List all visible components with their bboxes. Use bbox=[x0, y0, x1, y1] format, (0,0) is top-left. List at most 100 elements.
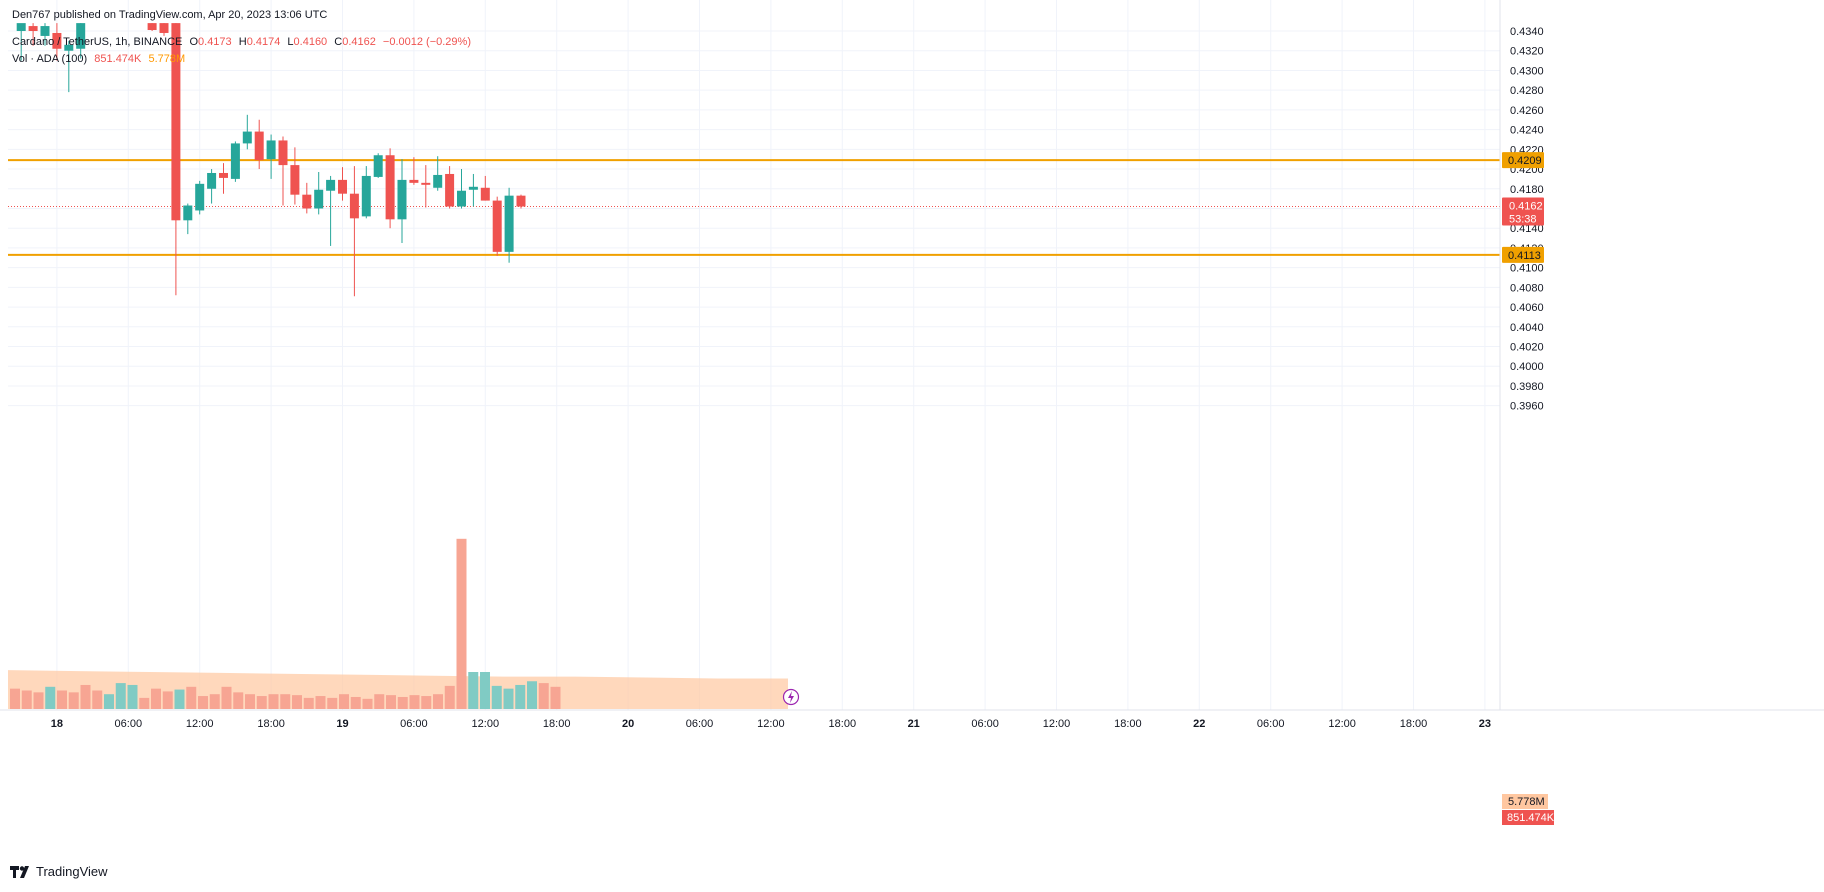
y-tick-label: 0.4100 bbox=[1510, 263, 1544, 275]
footer-brand[interactable]: TradingView bbox=[10, 864, 108, 879]
tradingview-logo-icon bbox=[10, 865, 29, 878]
volume-bar bbox=[104, 694, 114, 709]
change-value: −0.0012 (−0.29%) bbox=[382, 36, 471, 48]
level-price-tag bbox=[1502, 246, 1544, 263]
candle-body bbox=[230, 143, 240, 179]
countdown-label: 53:38 bbox=[1509, 214, 1537, 226]
candle bbox=[504, 187, 514, 263]
volume-bar bbox=[57, 690, 67, 709]
high-value: 0.4174 bbox=[246, 36, 281, 48]
volume-bar bbox=[538, 683, 549, 709]
candle bbox=[76, 23, 86, 59]
candle-body bbox=[254, 131, 264, 161]
volume-bar bbox=[162, 691, 173, 709]
candle-body bbox=[468, 186, 478, 190]
candle bbox=[349, 166, 359, 297]
open-value: 0.4173 bbox=[198, 36, 232, 48]
volume-value: 851.474K bbox=[94, 53, 142, 65]
x-tick-label: 18 bbox=[51, 718, 63, 730]
candle bbox=[183, 203, 193, 235]
volume-bar bbox=[45, 686, 56, 709]
candle bbox=[195, 180, 205, 215]
symbol-title[interactable]: Cardano / TetherUS, 1h, BINANCE bbox=[12, 36, 183, 48]
candle-body bbox=[457, 190, 466, 207]
x-tick-label: 12:00 bbox=[1328, 718, 1356, 730]
candle bbox=[278, 136, 288, 206]
volume-legend: Vol · ADA (100) 851.474K 5.778M bbox=[12, 53, 185, 65]
candle-body bbox=[433, 174, 443, 188]
volume-bar bbox=[209, 694, 220, 709]
ohlc-legend: Cardano / TetherUS, 1h, BINANCE O0.4173 … bbox=[12, 36, 471, 48]
candle-body bbox=[76, 23, 86, 49]
volume-bar bbox=[421, 696, 432, 709]
level-price-tag bbox=[1502, 152, 1544, 169]
x-tick-label: 21 bbox=[908, 718, 920, 730]
x-tick-label: 06:00 bbox=[686, 718, 714, 730]
level-price-label: 0.4209 bbox=[1508, 155, 1542, 167]
candle bbox=[242, 114, 252, 150]
y-tick-label: 0.4240 bbox=[1510, 125, 1544, 137]
volume-bar bbox=[92, 690, 103, 709]
y-tick-label: 0.4280 bbox=[1510, 85, 1544, 97]
candle bbox=[326, 175, 336, 246]
volume-bar bbox=[292, 695, 302, 709]
candle-body bbox=[421, 182, 431, 185]
volume-bar bbox=[433, 694, 443, 709]
level-price-label: 0.4113 bbox=[1508, 250, 1541, 262]
candle bbox=[302, 182, 312, 214]
x-tick-label: 18:00 bbox=[1114, 718, 1142, 730]
candle bbox=[480, 175, 490, 201]
candle-body bbox=[326, 179, 336, 191]
volume-bar bbox=[409, 695, 420, 709]
candle bbox=[468, 173, 478, 207]
candle bbox=[147, 23, 157, 31]
candle bbox=[385, 148, 395, 229]
candle bbox=[361, 166, 371, 219]
candle-body bbox=[290, 165, 300, 195]
candle-body bbox=[28, 26, 38, 31]
candle bbox=[171, 23, 181, 296]
volume-bar bbox=[503, 688, 514, 709]
volume-bar bbox=[68, 692, 79, 709]
candle-body bbox=[52, 32, 62, 49]
y-tick-label: 0.4000 bbox=[1510, 361, 1544, 373]
x-tick-label: 22 bbox=[1193, 718, 1205, 730]
footer-brand-label: TradingView bbox=[36, 864, 108, 879]
volume-ma-tag-label: 5.778M bbox=[1508, 796, 1545, 808]
volume-label[interactable]: Vol · ADA (100) bbox=[12, 53, 88, 65]
volume-bar bbox=[444, 685, 455, 709]
candle-body bbox=[492, 200, 502, 252]
lightning-icon-bolt bbox=[788, 691, 794, 703]
x-tick-label: 06:00 bbox=[400, 718, 428, 730]
x-tick-label: 12:00 bbox=[1043, 718, 1071, 730]
high-label: H bbox=[238, 36, 247, 48]
candle-body bbox=[40, 26, 50, 36]
volume-bar bbox=[515, 684, 526, 709]
candle bbox=[64, 40, 74, 93]
candle-body bbox=[183, 205, 193, 221]
lightning-icon bbox=[782, 688, 800, 706]
candle bbox=[314, 171, 324, 215]
volume-bar bbox=[233, 692, 244, 709]
candle bbox=[254, 119, 264, 170]
candle-body bbox=[16, 23, 26, 31]
volume-bar bbox=[327, 697, 338, 709]
open-label: O bbox=[189, 36, 199, 48]
y-tick-label: 0.4020 bbox=[1510, 342, 1544, 354]
candle-body bbox=[409, 179, 419, 183]
volume-bar bbox=[280, 694, 291, 709]
x-tick-label: 19 bbox=[336, 718, 348, 730]
x-tick-label: 18:00 bbox=[543, 718, 571, 730]
y-tick-label: 0.4260 bbox=[1510, 105, 1544, 117]
last-price-label: 0.4162 bbox=[1509, 201, 1543, 213]
x-tick-label: 20 bbox=[622, 718, 634, 730]
volume-bar bbox=[33, 692, 44, 709]
volume-bar bbox=[21, 690, 32, 709]
volume-bar bbox=[115, 683, 126, 709]
y-tick-label: 0.4320 bbox=[1510, 46, 1544, 58]
axes: 0.4340 0.4320 0.4300 0.4280 0.4260 0.4240 0.42… bbox=[0, 0, 1824, 730]
volume-bar bbox=[80, 684, 91, 709]
